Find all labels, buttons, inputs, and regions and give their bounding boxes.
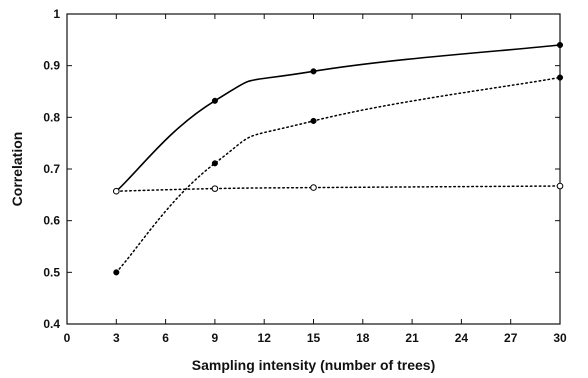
- y-axis-title: Correlation: [9, 132, 25, 207]
- series-line: [115, 76, 561, 274]
- x-tick-label: 18: [356, 331, 370, 345]
- data-point-filled: [211, 160, 218, 167]
- plot-area-frame: [66, 13, 561, 325]
- data-point-open: [310, 184, 317, 191]
- data-point-filled: [310, 68, 317, 75]
- y-tick-label: 1: [53, 7, 60, 21]
- y-tick-label: 0.7: [43, 162, 60, 176]
- data-point-open: [556, 182, 564, 190]
- data-point-filled: [310, 117, 317, 124]
- data-point-open: [113, 187, 120, 195]
- series-layer: [113, 41, 564, 276]
- data-point-filled: [211, 97, 218, 104]
- series-dotted-filled: [113, 74, 564, 276]
- x-tick-label: 12: [258, 331, 272, 345]
- y-tick-label: 0.8: [43, 110, 60, 124]
- y-tick-label: 0.9: [43, 59, 60, 73]
- x-tick-label: 3: [113, 331, 120, 345]
- x-tick-label: 21: [405, 331, 419, 345]
- x-axis-title: Sampling intensity (number of trees): [192, 357, 435, 373]
- y-tick-label: 0.4: [43, 317, 60, 331]
- series-solid-filled: [113, 41, 564, 195]
- data-point-filled: [556, 74, 564, 81]
- plot-frame-layer: [66, 13, 561, 325]
- series-dotted-open: [113, 182, 564, 195]
- x-tick-label: 27: [504, 331, 518, 345]
- x-tick-label: 0: [64, 331, 71, 345]
- y-tick-label: 0.5: [43, 265, 60, 279]
- x-tick-label: 24: [455, 331, 469, 345]
- x-tick-label: 9: [212, 331, 219, 345]
- y-tick-label: 0.6: [43, 214, 60, 228]
- series-line: [115, 44, 561, 192]
- data-point-filled: [556, 41, 564, 49]
- x-tick-label: 6: [162, 331, 169, 345]
- data-point-filled: [113, 269, 120, 276]
- ticks-layer: 0 3 6 9 12 15 18 21 24 27 30 0.4 0.5 0.6 0.7 0.8 0.9 1: [43, 7, 567, 345]
- data-point-open: [211, 185, 219, 192]
- x-tick-label: 30: [553, 331, 567, 345]
- x-tick-label: 15: [307, 331, 321, 345]
- series-line: [115, 185, 561, 192]
